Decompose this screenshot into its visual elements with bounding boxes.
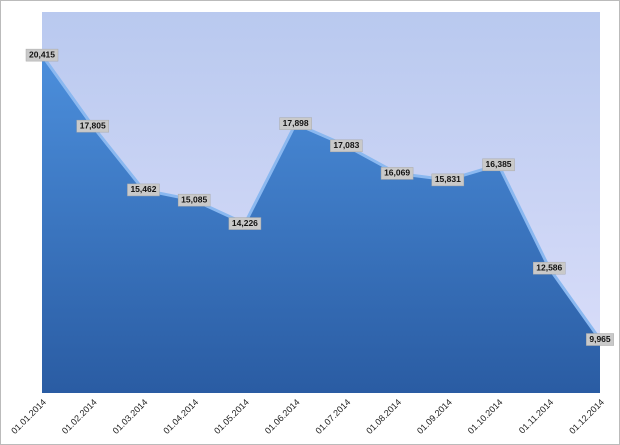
data-label: 17,805 xyxy=(80,120,106,130)
data-label: 15,085 xyxy=(181,194,207,204)
label-box xyxy=(76,119,109,133)
label-box xyxy=(586,333,614,346)
label-box xyxy=(127,183,160,197)
area-line xyxy=(40,54,602,341)
data-label: 14,226 xyxy=(232,218,258,228)
data-label: 15,462 xyxy=(130,184,156,194)
data-label: 16,385 xyxy=(486,159,512,169)
label-box xyxy=(228,217,262,230)
label-box xyxy=(431,173,465,187)
data-label: 17,083 xyxy=(333,140,359,150)
data-label: 17,898 xyxy=(283,118,309,128)
data-label: 16,069 xyxy=(384,168,410,178)
data-label: 15,831 xyxy=(435,174,461,184)
label-box xyxy=(533,261,566,275)
label-box xyxy=(177,193,211,207)
data-label: 12,586 xyxy=(536,262,562,272)
label-box xyxy=(482,158,515,172)
label-box xyxy=(25,48,59,62)
data-label: 20,415 xyxy=(29,49,55,59)
data-label: 9,965 xyxy=(589,334,611,344)
label-box xyxy=(380,167,414,180)
label-box xyxy=(279,117,312,130)
area xyxy=(42,55,600,393)
label-box xyxy=(330,139,363,153)
